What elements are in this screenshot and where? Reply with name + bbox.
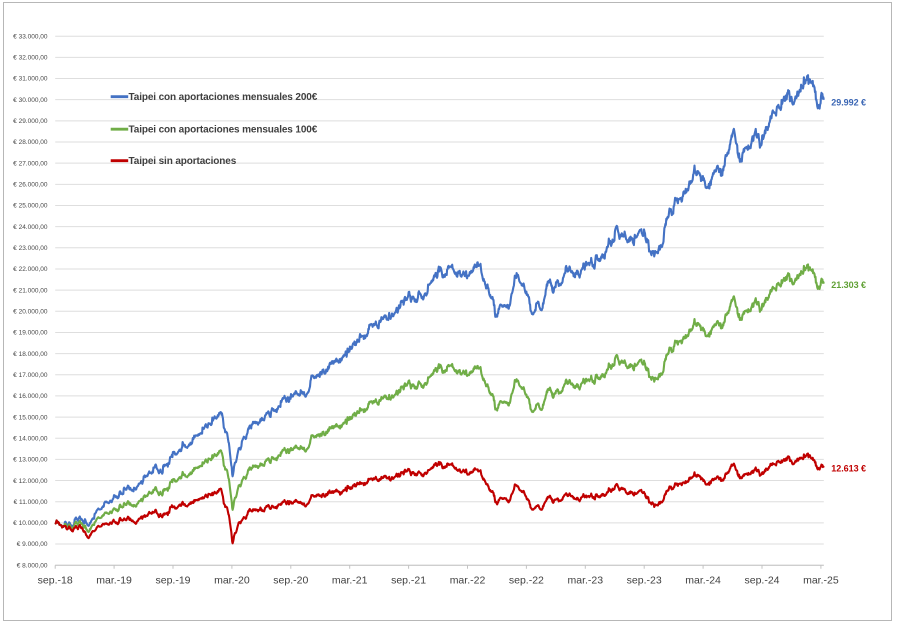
svg-text:sep.-23: sep.-23 — [627, 575, 662, 587]
svg-text:€ 11.000,00: € 11.000,00 — [14, 499, 48, 506]
svg-text:Taipei sin aportaciones: Taipei sin aportaciones — [129, 156, 237, 167]
svg-text:€ 24.000,00: € 24.000,00 — [13, 224, 48, 231]
svg-text:mar.-19: mar.-19 — [96, 575, 132, 587]
svg-text:€ 8.000,00: € 8.000,00 — [17, 562, 48, 569]
svg-text:Taipei con aportaciones mensua: Taipei con aportaciones mensuales 200€ — [129, 92, 318, 103]
svg-text:29.992 €: 29.992 € — [831, 97, 866, 107]
svg-text:€ 27.000,00: € 27.000,00 — [13, 160, 48, 167]
svg-text:€ 21.000,00: € 21.000,00 — [13, 287, 48, 294]
svg-text:€ 20.000,00: € 20.000,00 — [13, 308, 48, 315]
svg-text:€ 22.000,00: € 22.000,00 — [13, 266, 48, 273]
svg-text:mar.-20: mar.-20 — [214, 575, 250, 587]
svg-text:€ 31.000,00: € 31.000,00 — [13, 76, 48, 83]
svg-text:€ 32.000,00: € 32.000,00 — [13, 55, 48, 62]
svg-text:€ 15.000,00: € 15.000,00 — [13, 414, 48, 421]
svg-text:€ 16.000,00: € 16.000,00 — [13, 393, 48, 400]
svg-text:mar.-25: mar.-25 — [803, 575, 839, 587]
svg-text:€ 25.000,00: € 25.000,00 — [13, 203, 48, 210]
svg-text:sep.-24: sep.-24 — [744, 575, 779, 587]
svg-text:€ 9.000,00: € 9.000,00 — [17, 541, 48, 548]
svg-text:€ 28.000,00: € 28.000,00 — [13, 139, 48, 146]
svg-text:€ 29.000,00: € 29.000,00 — [13, 118, 48, 125]
svg-text:€ 26.000,00: € 26.000,00 — [13, 182, 48, 189]
svg-text:€ 33.000,00: € 33.000,00 — [13, 33, 48, 40]
svg-text:mar.-23: mar.-23 — [567, 575, 603, 587]
svg-text:sep.-22: sep.-22 — [509, 575, 544, 587]
svg-text:€ 12.000,00: € 12.000,00 — [13, 478, 48, 485]
svg-text:€ 14.000,00: € 14.000,00 — [13, 435, 48, 442]
svg-text:sep.-18: sep.-18 — [38, 575, 73, 587]
svg-text:sep.-21: sep.-21 — [391, 575, 426, 587]
svg-text:21.303 €: 21.303 € — [831, 280, 866, 290]
svg-text:mar.-24: mar.-24 — [685, 575, 721, 587]
svg-text:€ 17.000,00: € 17.000,00 — [13, 372, 48, 379]
svg-text:mar.-21: mar.-21 — [332, 575, 368, 587]
svg-text:€ 23.000,00: € 23.000,00 — [13, 245, 48, 252]
svg-text:sep.-20: sep.-20 — [273, 575, 308, 587]
svg-text:12.613 €: 12.613 € — [831, 464, 866, 474]
svg-text:sep.-19: sep.-19 — [155, 575, 190, 587]
svg-text:€ 19.000,00: € 19.000,00 — [13, 330, 48, 337]
svg-text:€ 30.000,00: € 30.000,00 — [13, 97, 48, 104]
svg-text:€ 10.000,00: € 10.000,00 — [13, 520, 48, 527]
svg-text:Taipei con aportaciones mensua: Taipei con aportaciones mensuales 100€ — [129, 125, 318, 136]
svg-text:mar.-22: mar.-22 — [450, 575, 486, 587]
svg-text:€ 18.000,00: € 18.000,00 — [13, 351, 48, 358]
svg-text:€ 13.000,00: € 13.000,00 — [13, 457, 48, 464]
